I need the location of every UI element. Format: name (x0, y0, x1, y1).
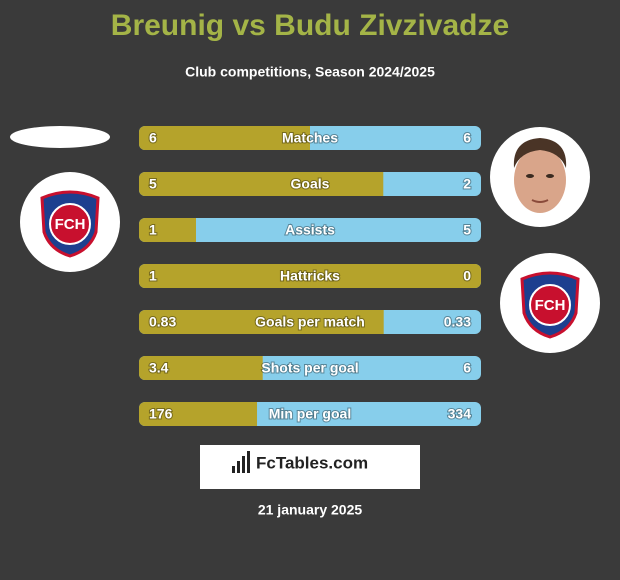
left-value: 5 (149, 176, 157, 192)
bar-left (139, 172, 384, 196)
left-value: 176 (149, 406, 173, 422)
right-value: 334 (448, 406, 472, 422)
logo-text: FCH (55, 216, 86, 233)
player-photo (490, 127, 590, 227)
right-value: 0 (463, 268, 471, 284)
stat-rows: 6 Matches 6 5 Goals 2 1 Assists 5 1 Hattricks 0 0.83… (139, 126, 481, 426)
right-value: 5 (463, 222, 471, 238)
stat-label: Shots per goal (261, 360, 358, 376)
right-value: 2 (463, 176, 471, 192)
placeholder-badge (10, 126, 110, 148)
bar-left (139, 126, 310, 150)
date: 21 january 2025 (258, 502, 363, 518)
bar-left (139, 264, 481, 288)
right-value: 0.33 (444, 314, 471, 330)
left-value: 1 (149, 222, 157, 238)
brand-icon (232, 451, 250, 473)
stat-label: Matches (282, 130, 338, 146)
club-logo-left: FCH (20, 172, 120, 272)
bar-left (139, 402, 258, 426)
bar-left (139, 218, 196, 242)
left-value: 1 (149, 268, 157, 284)
brand-box (200, 445, 420, 489)
stat-label: Goals per match (255, 314, 365, 330)
right-value: 6 (463, 360, 471, 376)
logo-text: FCH (535, 297, 566, 314)
stat-label: Min per goal (269, 406, 351, 422)
stat-label: Assists (285, 222, 335, 238)
left-value: 6 (149, 130, 157, 146)
club-logo-right: FCH (500, 253, 600, 353)
bar-left (139, 356, 263, 380)
left-value: 3.4 (149, 360, 169, 376)
right-value: 6 (463, 130, 471, 146)
title: Breunig vs Budu Zivzivadze (111, 9, 509, 42)
stat-label: Goals (291, 176, 330, 192)
brand: FcTables.com (256, 453, 368, 472)
subtitle: Club competitions, Season 2024/2025 (185, 64, 435, 80)
left-value: 0.83 (149, 314, 176, 330)
bar-left (139, 310, 384, 334)
stat-label: Hattricks (280, 268, 340, 284)
